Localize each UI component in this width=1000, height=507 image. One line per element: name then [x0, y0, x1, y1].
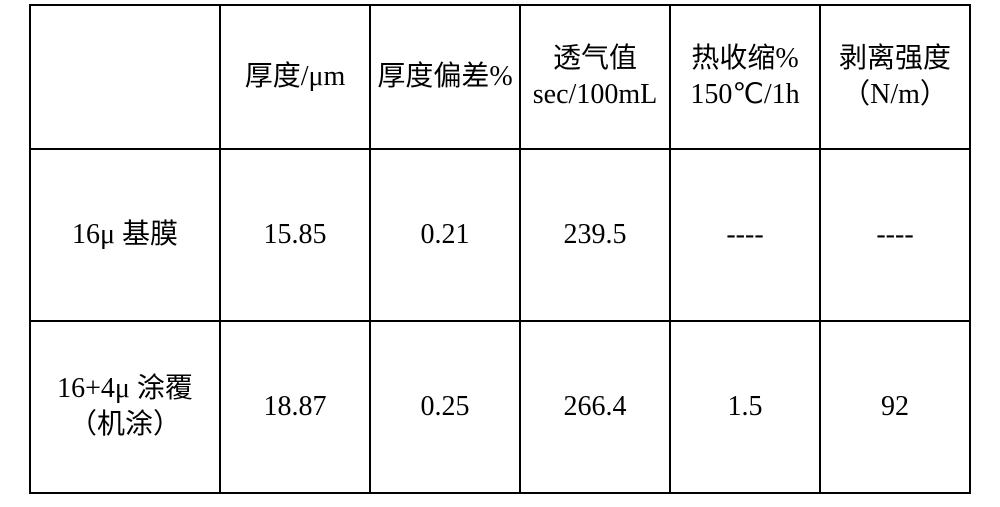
col-header-name	[30, 5, 220, 149]
row-name: 16+4μ 涂覆	[57, 373, 193, 404]
row-name-sub: （机涂）	[69, 409, 181, 440]
col-header-label-sub: 150℃/1h	[690, 79, 799, 110]
col-header-label: 热收缩%	[691, 43, 798, 74]
col-header-label: 剥离强度	[839, 43, 951, 74]
cell-thickness: 15.85	[220, 149, 370, 321]
cell-heat-shrink: ----	[670, 149, 820, 321]
col-header-label: 透气值	[553, 43, 637, 74]
col-header-label: 厚度/μm	[245, 61, 346, 92]
cell-peel-strength: ----	[820, 149, 970, 321]
col-header-peel-strength: 剥离强度 （N/m）	[820, 5, 970, 149]
col-header-air-perm: 透气值 sec/100mL	[520, 5, 670, 149]
table-row: 16μ 基膜 15.85 0.21 239.5 ---- ----	[30, 149, 970, 321]
cell-air-perm: 239.5	[520, 149, 670, 321]
cell-air-perm: 266.4	[520, 321, 670, 493]
col-header-label-sub: （N/m）	[842, 79, 948, 110]
row-name-cell: 16+4μ 涂覆 （机涂）	[30, 321, 220, 493]
col-header-heat-shrink: 热收缩% 150℃/1h	[670, 5, 820, 149]
table-row: 16+4μ 涂覆 （机涂） 18.87 0.25 266.4 1.5 92	[30, 321, 970, 493]
row-name-cell: 16μ 基膜	[30, 149, 220, 321]
col-header-label: 厚度偏差%	[377, 61, 512, 92]
data-table: 厚度/μm 厚度偏差% 透气值 sec/100mL 热收缩% 150℃/1h 剥…	[29, 4, 971, 494]
col-header-thickness-dev: 厚度偏差%	[370, 5, 520, 149]
cell-peel-strength: 92	[820, 321, 970, 493]
col-header-thickness: 厚度/μm	[220, 5, 370, 149]
table-header-row: 厚度/μm 厚度偏差% 透气值 sec/100mL 热收缩% 150℃/1h 剥…	[30, 5, 970, 149]
cell-thickness-dev: 0.25	[370, 321, 520, 493]
cell-thickness-dev: 0.21	[370, 149, 520, 321]
col-header-label-sub: sec/100mL	[533, 79, 657, 110]
cell-thickness: 18.87	[220, 321, 370, 493]
row-name: 16μ 基膜	[72, 219, 178, 250]
cell-heat-shrink: 1.5	[670, 321, 820, 493]
